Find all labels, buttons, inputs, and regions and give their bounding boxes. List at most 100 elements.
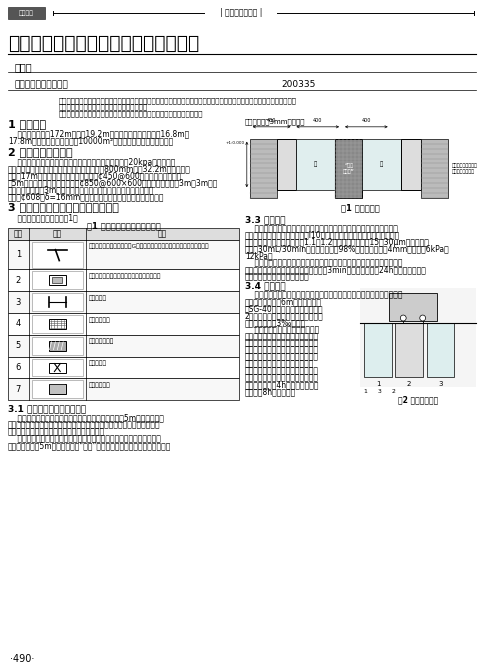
Bar (32, 293, 83, 311)
Text: 定，斗下斗放时，应要其自重缓速下: 定，斗下斗放时，应要其自重缓速下 (245, 332, 319, 341)
Text: 成槽加固（根据设计需要）G，施工导槽，作为器条件控约地下连续墙内用: 成槽加固（根据设计需要）G，施工导槽，作为器条件控约地下连续墙内用 (89, 244, 209, 249)
Text: 12kPa。: 12kPa。 (245, 251, 272, 261)
Bar (395, 323, 423, 378)
Text: 因此泥斗入槽，出槽应缓速，稳: 因此泥斗入槽，出槽应缓速，稳 (245, 325, 319, 334)
Text: 建筑钓筋: 建筑钓筋 (19, 10, 34, 16)
Bar (49, 341, 66, 350)
Bar (49, 275, 66, 285)
Bar (32, 358, 83, 376)
Bar (8, 378, 239, 400)
Text: 3: 3 (438, 382, 442, 388)
Text: 粒充分吸水膨胀，再进行使用。: 粒充分吸水膨胀，再进行使用。 (245, 273, 310, 281)
Bar (32, 337, 83, 354)
Text: “地下
连续墙”: “地下 连续墙” (343, 163, 355, 174)
Text: 7: 7 (16, 385, 21, 394)
Text: 200335: 200335 (282, 80, 316, 89)
Text: 择以南海号金属开发公司生产的I10系列优质膨润土为主要材料，辅以红粘: 择以南海号金属开发公司生产的I10系列优质膨润土为主要材料，辅以红粘 (245, 231, 400, 240)
Text: 图2 槽壁成槽顺序: 图2 槽壁成槽顺序 (398, 395, 438, 404)
Text: 1     3     2: 1 3 2 (365, 390, 396, 394)
Text: 加水后同时，加入膨润土、纯碱液，搨拌3min，搨拌后应静置24h，以使膨润土颗: 加水后同时，加入膨润土、纯碱液，搨拌3min，搨拌后应静置24h，以使膨润土颗 (245, 265, 427, 275)
Text: 放，挖槽作业中，要时刻关注成槽机: 放，挖槽作业中，要时刻关注成槽机 (245, 339, 319, 348)
Text: 2: 2 (16, 276, 21, 285)
Text: 说明: 说明 (158, 229, 167, 238)
Text: 垂直度应控制在3‰以内。: 垂直度应控制在3‰以内。 (245, 318, 306, 327)
Text: 下5m；坑内土体加固采用搨拌桩¢850@600×600地条布置（加固宽3m间3m），: 下5m；坑内土体加固采用搨拌桩¢850@600×600地条布置（加固宽3m间3m… (8, 178, 218, 188)
Text: 在地下连续墙的成槽过程中泥浆有着护壁、携渣和冷却与稳固作用，选: 在地下连续墙的成槽过程中泥浆有着护壁、携渣和冷却与稳固作用，选 (245, 224, 398, 233)
Text: 槽: 槽 (314, 162, 317, 168)
Text: 该基坑工程周长172m，宽为19.2m，南北侧支护槽深分别为16.8m与: 该基坑工程周长172m，宽为19.2m，南北侧支护槽深分别为16.8m与 (8, 130, 189, 139)
Bar (249, 139, 277, 198)
Text: 400: 400 (313, 118, 322, 123)
Bar (32, 380, 83, 398)
Text: 道均为¢608（δ=16mm）钉管支撑，南北端头另加一道锁管撑。: 道均为¢608（δ=16mm）钉管支撑，南北端头另加一道锁管撑。 (8, 192, 164, 201)
Bar (8, 291, 239, 313)
Text: 差。在斗斗直接挖探槽底沉渣之后，: 差。在斗斗直接挖探槽底沉渣之后， (245, 352, 319, 362)
Text: 主体结构基坑安全等级为一级，施工时地面超载不大于20kpa考虑，围护: 主体结构基坑安全等级为一级，施工时地面超载不大于20kpa考虑，围护 (8, 158, 175, 166)
Text: 1: 1 (375, 382, 380, 388)
Bar (335, 139, 363, 198)
Text: 3 地下连续墙支护结构主要施工技术: 3 地下连续墙支护结构主要施工技术 (8, 202, 119, 212)
Text: 同时为确保基坑土方开挖顺利进行，也需对坑内土体加固来提高土体强: 同时为确保基坑土方开挖顺利进行，也需对坑内土体加固来提高土体强 (8, 434, 161, 443)
Text: 成或暂停作业时，停令挖槽机离开作: 成或暂停作业时，停令挖槽机离开作 (245, 374, 319, 382)
Bar (8, 269, 239, 291)
Text: 1 工程概况: 1 工程概况 (8, 119, 46, 129)
Bar (8, 313, 239, 335)
Text: 表1 地下连续墙施工方法步序表: 表1 地下连续墙施工方法步序表 (87, 221, 160, 230)
Bar (8, 335, 239, 356)
Text: 基坑平17m；地下连续墙两侧采用搨拌桩¢450@600做加固，直至基坑底: 基坑平17m；地下连续墙两侧采用搨拌桩¢450@600做加固，直至基坑底 (8, 172, 182, 180)
Text: 率小于30mL/30min，胶体率不小于98%，泥皮厘度小于4mm，静切力6kPa～: 率小于30mL/30min，胶体率不小于98%，泥皮厘度小于4mm，静切力6kP… (245, 245, 450, 254)
Text: 6: 6 (16, 363, 21, 372)
Text: 为今后的地下连续墙的施工提供可借鉴的参考。: 为今后的地下连续墙的施工提供可借鉴的参考。 (58, 103, 147, 110)
Text: 泰SG-40液压抓斗成槽机开挖（图: 泰SG-40液压抓斗成槽机开挖（图 (245, 304, 324, 313)
Text: 1: 1 (16, 250, 21, 259)
Text: 3: 3 (16, 298, 21, 307)
Text: 注：素混凝土为不新
加泥沙的素混凝土: 注：素混凝土为不新 加泥沙的素混凝土 (452, 163, 478, 174)
Text: 3.4 槽段开挖: 3.4 槽段开挖 (245, 281, 285, 291)
Text: 一个标准槽段长厖6m施工，采用金: 一个标准槽段长厖6m施工，采用金 (245, 297, 322, 306)
Bar (32, 315, 83, 333)
Bar (8, 356, 239, 378)
Bar (32, 271, 83, 289)
Text: ·490·: ·490· (10, 654, 34, 664)
Text: 槽: 槽 (380, 162, 383, 168)
Text: 关键词：泥浆；地下连续墙；导槽制作；泥浆护壁；槽段开挖；素混凝土注度: 关键词：泥浆；地下连续墙；导槽制作；泥浆护壁；槽段开挖；素混凝土注度 (58, 110, 203, 116)
Text: 安装槽口管: 安装槽口管 (89, 295, 107, 301)
Text: 已完工的槽段: 已完工的槽段 (89, 382, 110, 388)
Text: 平整度（偏差3mm以内）。: 平整度（偏差3mm以内）。 (245, 119, 305, 126)
Text: 侧的土体进行加固，来提高土体强度和抗滑性。: 侧的土体进行加固，来提高土体强度和抗滑性。 (8, 427, 105, 436)
Circle shape (400, 315, 406, 321)
Bar (277, 139, 296, 190)
Bar (49, 362, 66, 372)
Text: 加固深度坑底以下3m，基坑第一道支撑采用钉筋混凝土支撑，其余三: 加固深度坑底以下3m，基坑第一道支撑采用钉筋混凝土支撑，其余三 (8, 186, 154, 194)
Bar (32, 242, 83, 267)
Bar (421, 139, 448, 198)
Text: 3.3 泥浆护壁: 3.3 泥浆护壁 (245, 215, 285, 224)
Text: | 施工技术与应用 |: | 施工技术与应用 | (220, 9, 262, 17)
Text: 土以提高比重，泥浆的比重在1.1～1.2之间膨润粉粒度为15～30μm间膨润，水: 土以提高比重，泥浆的比重在1.1～1.2之间膨润粉粒度为15～30μm间膨润，水 (245, 238, 430, 247)
Text: 2: 2 (407, 382, 411, 388)
Text: 的侧斜仪器的动向，及时纠正垂直偏: 的侧斜仪器的动向，及时纠正垂直偏 (245, 346, 319, 354)
Text: 量，之后8h内必须尽量: 量，之后8h内必须尽量 (245, 388, 296, 396)
Text: 超深基坑围护结构地下连续墙施工技术: 超深基坑围护结构地下连续墙施工技术 (8, 34, 199, 53)
Bar (8, 240, 239, 269)
Text: 规基搨拌时，先在搨拌筱内加切拌水，然后开动觉养机，在定量水脚不断: 规基搨拌时，先在搨拌筱内加切拌水，然后开动觉养机，在定量水脚不断 (245, 259, 402, 267)
Text: 摘要：本文结合多年的现场施工经验，分析地下连续墙施工中主要工序，明确施工质量控制中的要点，并提出相应的技术措施，: 摘要：本文结合多年的现场施工经验，分析地下连续墙施工中主要工序，明确施工质量控制… (58, 97, 296, 104)
Bar (363, 139, 401, 190)
Circle shape (420, 315, 426, 321)
Text: 灸注水下混凝土: 灸注水下混凝土 (89, 339, 114, 344)
Bar (388, 293, 437, 321)
Text: 旭辉集团股份有限公司: 旭辉集团股份有限公司 (14, 80, 68, 89)
Bar (49, 384, 66, 394)
Text: 序号: 序号 (14, 229, 23, 238)
Bar (427, 323, 454, 378)
Bar (8, 228, 239, 240)
Text: 3.1 成槽加固及坑内土体加固: 3.1 成槽加固及坑内土体加固 (8, 404, 86, 413)
Text: 5: 5 (16, 341, 21, 350)
Text: 图1 导槽截面图: 图1 导槽截面图 (341, 203, 380, 212)
Text: 能挖探的细小土渣。单元槽段成槽完: 能挖探的细小土渣。单元槽段成槽完 (245, 366, 319, 376)
Text: 2），成槽精度控制是重点，要求成槽: 2），成槽精度控制是重点，要求成槽 (245, 311, 324, 320)
Text: 王祥云: 王祥云 (14, 63, 32, 72)
Bar (49, 319, 66, 329)
Bar (360, 289, 476, 388)
Text: 业槽段，槽段在4h内必须下尺刷槽: 业槽段，槽段在4h内必须下尺刷槽 (245, 380, 319, 390)
